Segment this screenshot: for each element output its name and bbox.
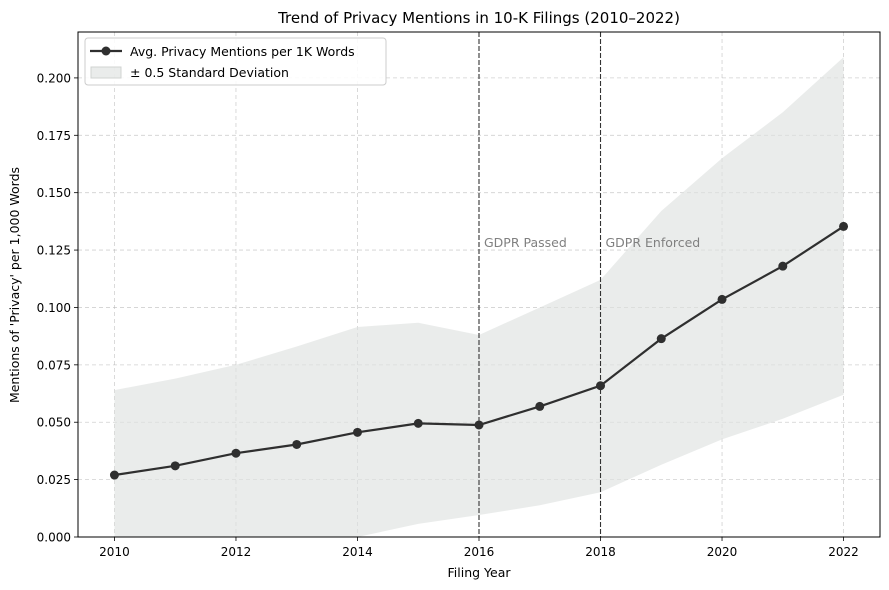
- annotation-label: GDPR Enforced: [606, 235, 701, 250]
- std-deviation-band: [114, 57, 844, 538]
- x-tick-label: 2020: [707, 545, 738, 559]
- annotation-lines: GDPR Passed GDPR Enforced: [478, 32, 701, 537]
- annotation-label: GDPR Passed: [484, 235, 567, 250]
- legend-marker-swatch: [101, 46, 111, 56]
- y-tick-label: 0.100: [37, 301, 71, 315]
- y-tick-label: 0.200: [37, 71, 71, 85]
- legend-label-series: Avg. Privacy Mentions per 1K Words: [130, 44, 355, 59]
- legend: Avg. Privacy Mentions per 1K Words ± 0.5…: [84, 37, 387, 86]
- data-point: [839, 221, 849, 231]
- y-tick-label: 0.125: [37, 244, 71, 258]
- y-axis-label: Mentions of 'Privacy' per 1,000 Words: [7, 167, 22, 403]
- x-tick-label: 2018: [585, 545, 616, 559]
- x-tick-label: 2010: [99, 545, 130, 559]
- data-point: [535, 401, 545, 411]
- data-point: [292, 439, 302, 449]
- x-axis-label: Filing Year: [448, 565, 512, 580]
- chart-title: Trend of Privacy Mentions in 10-K Filing…: [277, 9, 680, 27]
- data-point: [656, 334, 666, 344]
- x-tick-label: 2022: [828, 545, 859, 559]
- data-point: [109, 470, 119, 480]
- y-tick-label: 0.150: [37, 186, 71, 200]
- data-point: [596, 381, 606, 391]
- x-axis-ticks: 2010 2012 2014 2016 2018 2020 2022: [99, 537, 859, 559]
- y-tick-label: 0.025: [37, 473, 71, 487]
- legend-frame: [84, 37, 387, 86]
- x-tick-label: 2016: [464, 545, 495, 559]
- x-tick-label: 2012: [221, 545, 252, 559]
- x-tick-label: 2014: [342, 545, 373, 559]
- series-points: [109, 221, 849, 480]
- legend-label-band: ± 0.5 Standard Deviation: [130, 65, 289, 80]
- data-point: [231, 448, 241, 458]
- y-tick-label: 0.175: [37, 129, 71, 143]
- data-point: [778, 261, 788, 271]
- data-point: [352, 427, 362, 437]
- data-point: [413, 418, 423, 428]
- data-point: [170, 461, 180, 471]
- y-axis-ticks: 0.000 0.025 0.050 0.075 0.100 0.125 0.150 0.175…: [37, 71, 78, 545]
- y-tick-label: 0.050: [37, 416, 71, 430]
- y-tick-label: 0.075: [37, 358, 71, 372]
- legend-band-swatch: [90, 66, 122, 79]
- data-point: [474, 420, 484, 430]
- data-point: [717, 294, 727, 304]
- y-tick-label: 0.000: [37, 531, 71, 545]
